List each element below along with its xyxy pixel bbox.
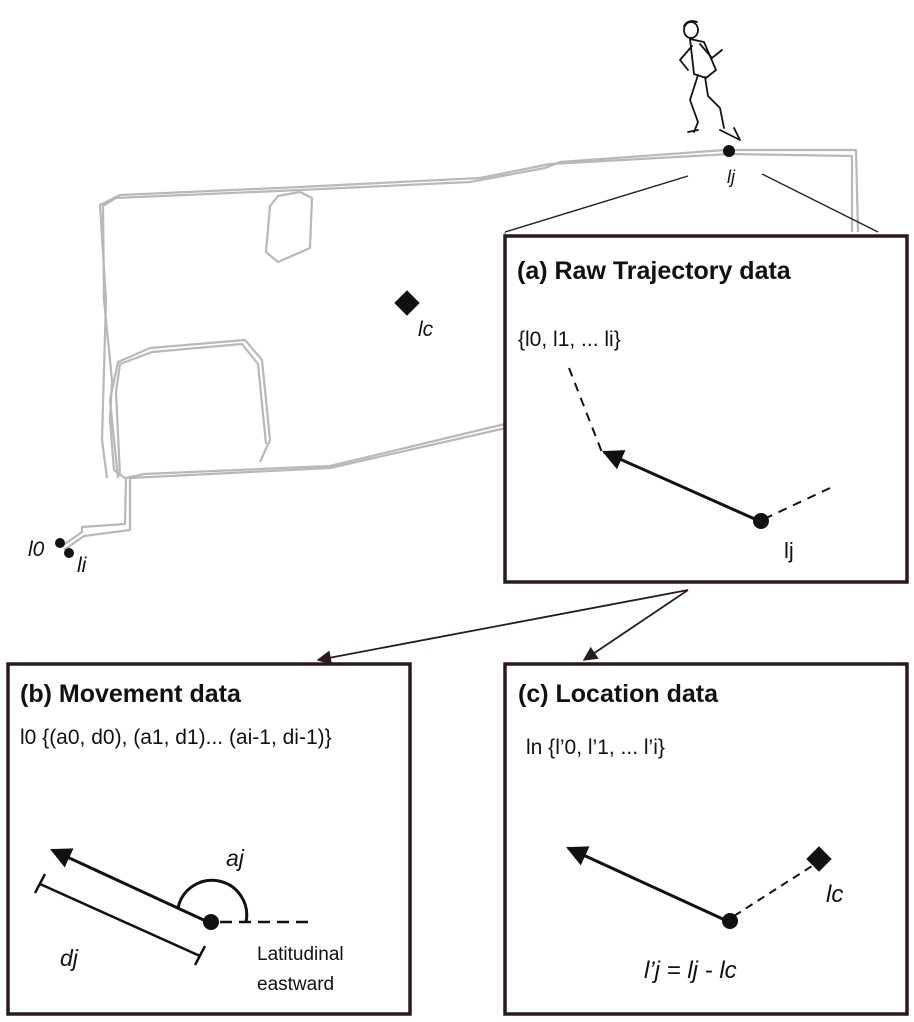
map-point-l0: [55, 538, 65, 548]
panel-a-arrow: [602, 450, 758, 522]
panel-c-center-diamond: [806, 846, 832, 872]
panel-c-set: ln {l’0, l’1, ... l’i}: [526, 736, 665, 759]
panel-a-title: (a) Raw Trajectory data: [517, 257, 792, 285]
panel-a-point-label: lj: [784, 538, 794, 563]
runner-icon: [679, 20, 741, 141]
panel-a-set: {l0, l1, ... li}: [518, 328, 621, 351]
panel-b-distance-tick-start: [33, 873, 47, 894]
map-label-li: li: [77, 554, 88, 577]
panel-b-angle-arc: [176, 878, 249, 923]
map-label-lc: lc: [418, 318, 434, 341]
map-label-lj: lj: [727, 167, 736, 187]
connector-to-location: [582, 589, 689, 661]
zoom-line-right: [761, 173, 879, 233]
panel-b-distance-line: [39, 882, 201, 958]
panel-c-title: (c) Location data: [518, 680, 719, 708]
panel-movement: (b) Movement data l0 {(a0, d0), (a1, d1)…: [6, 662, 412, 1016]
connector-to-movement: [316, 589, 689, 665]
panel-location: (c) Location data ln {l’0, l’1, ... l’i}…: [503, 662, 909, 1016]
panel-c-formula: l’j = lj - lc: [644, 957, 737, 984]
panel-c-center-label: lc: [826, 881, 843, 908]
panel-a-dashed-after: [763, 487, 831, 520]
panel-c-point: [722, 913, 738, 929]
map-center-diamond: [394, 290, 420, 316]
trajectory-path: [61, 148, 860, 551]
panel-b-reference-label-1: Latitudinal: [257, 944, 344, 965]
panel-b-title: (b) Movement data: [20, 680, 242, 708]
panel-a-point: [753, 513, 769, 529]
panel-b-reference-label-2: eastward: [257, 974, 334, 995]
zoom-line-left: [504, 175, 689, 233]
panel-b-point: [203, 914, 219, 930]
map-point-li: [64, 548, 74, 558]
panel-b-set: l0 {(a0, d0), (a1, d1)... (ai-1, di-1)}: [20, 726, 332, 749]
map-point-lj: [723, 145, 735, 157]
panel-b-movement-arrow: [50, 848, 209, 924]
panel-b-angle-label: aj: [226, 845, 245, 871]
panel-b-distance-label: dj: [60, 945, 79, 971]
panel-raw-trajectory: (a) Raw Trajectory data {l0, l1, ... li}…: [503, 234, 909, 584]
map-label-l0: l0: [28, 538, 45, 561]
panel-c-dashed-line: [733, 865, 813, 917]
panel-b-distance-tick-end: [193, 945, 207, 966]
panel-c-arrow: [566, 846, 726, 922]
